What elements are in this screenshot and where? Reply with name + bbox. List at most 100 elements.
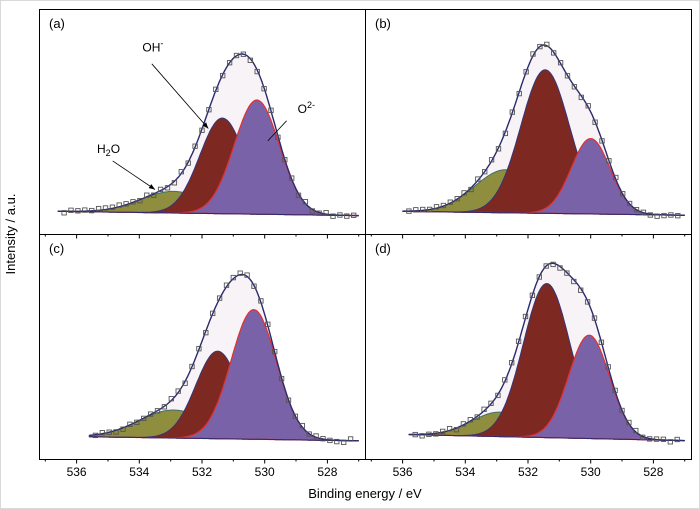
oh-component xyxy=(408,282,685,442)
data-point-marker xyxy=(82,207,88,213)
x-tick-label: 532 xyxy=(192,465,212,479)
o2-annotation-pointer-line xyxy=(267,120,287,142)
h2o-annotation-pointer-line xyxy=(112,160,156,190)
data-point-marker xyxy=(127,421,133,427)
data-point-marker xyxy=(92,432,99,439)
data-point-marker xyxy=(113,429,119,435)
data-point-marker xyxy=(584,299,591,305)
envelope-curve xyxy=(402,44,685,216)
data-point-marker xyxy=(306,431,312,437)
data-point-marker xyxy=(516,90,522,97)
data-point-marker xyxy=(196,346,202,352)
data-point-marker xyxy=(475,176,481,182)
panel-letter: (a) xyxy=(49,16,65,31)
data-point-marker xyxy=(223,282,230,288)
data-point-marker xyxy=(189,363,195,370)
data-point-marker xyxy=(61,210,67,216)
data-point-marker xyxy=(344,213,350,219)
data-point-marker xyxy=(653,436,660,442)
h2o-annotation-arrowhead-icon xyxy=(148,184,155,190)
data-point-marker xyxy=(640,209,647,215)
data-point-marker xyxy=(240,51,247,57)
data-point-marker xyxy=(258,298,264,304)
data-point-marker xyxy=(426,206,433,213)
panel-letter: (c) xyxy=(49,241,64,256)
data-point-marker xyxy=(420,206,426,213)
data-point-marker xyxy=(327,437,333,444)
data-point-marker xyxy=(216,295,223,301)
data-point-marker xyxy=(289,175,295,181)
data-point-marker xyxy=(591,315,598,321)
data-point-marker xyxy=(668,212,674,218)
data-point-marker xyxy=(89,207,95,214)
x-tick-label: 530 xyxy=(581,465,601,479)
data-point-marker xyxy=(585,103,591,109)
data-point-marker xyxy=(488,400,494,406)
data-point-marker xyxy=(285,397,292,403)
oh-annotation-pointer-line xyxy=(151,63,209,129)
data-point-marker xyxy=(313,433,319,439)
data-point-marker xyxy=(137,198,143,204)
data-point-marker xyxy=(544,41,550,48)
data-point-marker xyxy=(675,213,681,219)
data-point-marker xyxy=(192,143,198,149)
data-point-marker xyxy=(537,43,543,50)
data-point-marker xyxy=(237,270,243,276)
x-tick-label: 534 xyxy=(129,465,149,479)
data-point-marker xyxy=(120,426,126,432)
data-point-marker xyxy=(474,414,480,420)
data-point-marker xyxy=(633,427,639,434)
data-point-marker xyxy=(102,205,109,211)
x-tick-label: 528 xyxy=(643,465,663,479)
x-tick-label: 536 xyxy=(67,465,87,479)
data-point-marker xyxy=(412,431,418,438)
data-point-marker xyxy=(233,52,240,59)
data-point-marker xyxy=(144,192,150,198)
data-point-marker xyxy=(598,339,605,345)
panel-frame xyxy=(365,234,692,460)
data-point-marker xyxy=(275,134,281,140)
oh-component xyxy=(402,69,685,216)
data-point-marker xyxy=(433,204,440,210)
data-point-marker xyxy=(254,68,260,75)
data-point-marker xyxy=(578,94,584,101)
data-point-marker xyxy=(109,204,116,210)
data-point-marker xyxy=(75,208,81,214)
data-point-marker xyxy=(244,272,250,278)
data-point-marker xyxy=(557,60,564,66)
data-point-marker xyxy=(203,330,209,336)
data-point-marker xyxy=(130,199,136,205)
data-point-marker xyxy=(226,60,233,66)
data-point-marker xyxy=(515,338,522,344)
data-point-marker xyxy=(302,199,309,205)
data-point-marker xyxy=(210,310,216,316)
data-point-marker xyxy=(168,396,174,402)
data-point-marker xyxy=(334,438,340,445)
data-point-marker xyxy=(341,439,347,445)
data-point-marker xyxy=(261,86,267,92)
oh-annotation-arrowhead-icon xyxy=(202,122,209,129)
data-point-marker xyxy=(147,411,154,417)
data-point-marker xyxy=(230,274,236,281)
data-point-marker xyxy=(220,72,226,79)
data-point-marker xyxy=(123,201,129,207)
data-point-marker xyxy=(178,169,184,175)
data-point-marker xyxy=(299,422,305,429)
data-point-marker xyxy=(206,107,212,113)
data-point-marker xyxy=(154,408,161,414)
data-point-marker xyxy=(134,419,140,425)
data-point-marker xyxy=(626,419,632,426)
data-point-marker xyxy=(551,50,557,56)
data-point-marker xyxy=(495,392,501,399)
data-point-marker xyxy=(530,51,536,57)
data-point-marker xyxy=(599,138,605,144)
data-point-marker xyxy=(406,208,412,214)
data-point-marker xyxy=(536,274,542,280)
data-point-marker xyxy=(592,119,598,125)
data-point-marker xyxy=(578,287,584,293)
data-point-marker xyxy=(522,313,529,320)
data-point-marker xyxy=(481,406,487,412)
data-point-marker xyxy=(640,434,646,440)
data-point-marker xyxy=(151,192,157,198)
data-point-marker xyxy=(185,160,191,166)
